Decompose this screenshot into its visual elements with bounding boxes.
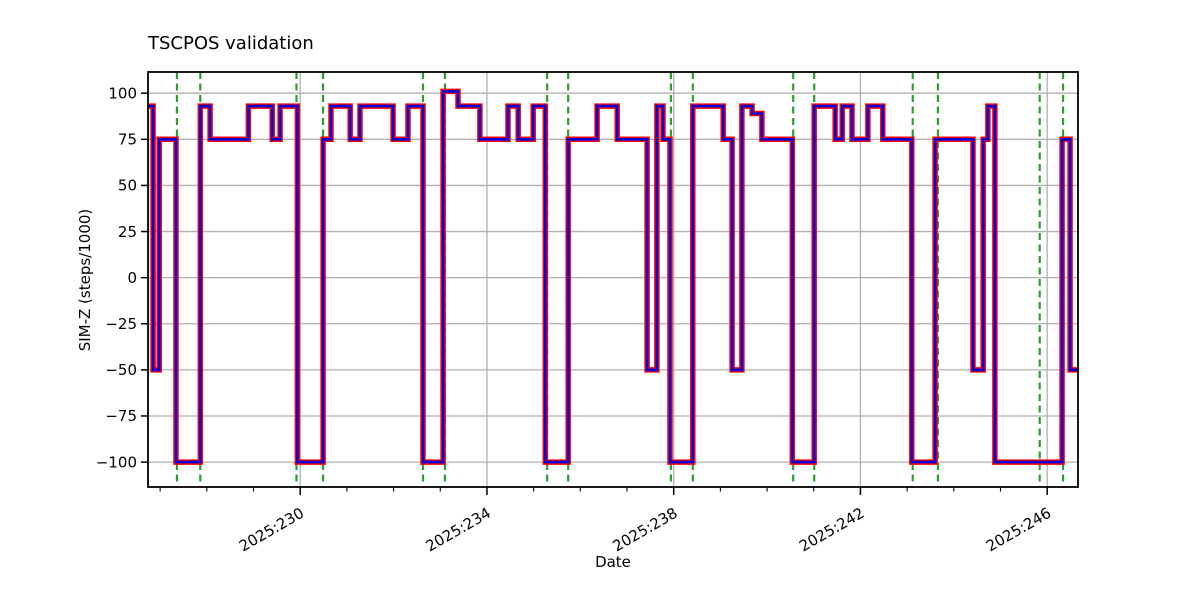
y-tick-label: 100 <box>108 84 137 102</box>
y-tick-label: −75 <box>105 407 137 425</box>
x-tick-label: 2025:242 <box>796 504 867 556</box>
y-axis-label: SIM-Z (steps/1000) <box>76 208 94 352</box>
series-tscpos-validated <box>148 90 1078 464</box>
y-tick-label: −25 <box>105 315 137 333</box>
axes-background <box>148 72 1078 487</box>
x-tick-label: 2025:246 <box>983 504 1054 556</box>
x-tick-label: 2025:230 <box>236 504 307 556</box>
y-tick-label: 25 <box>118 223 137 241</box>
axes-spines <box>147 71 1079 488</box>
y-tick-label: −50 <box>105 361 137 379</box>
x-axis-label: Date <box>595 553 631 571</box>
y-tick-label: 75 <box>118 131 137 149</box>
x-tick-label: 2025:238 <box>609 504 680 556</box>
y-tick-label: −100 <box>96 453 137 471</box>
x-tick-label: 2025:234 <box>423 504 494 556</box>
chart-title: TSCPOS validation <box>148 33 314 54</box>
y-tick-label: 0 <box>127 269 137 287</box>
y-tick-label: 50 <box>118 177 137 195</box>
